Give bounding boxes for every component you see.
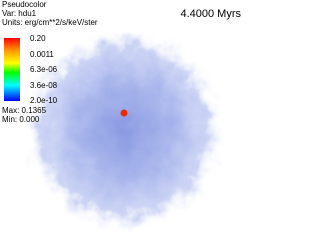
legend-min: Min: 0.000 [2, 115, 40, 124]
time-label: 4.4000 Myrs [180, 8, 241, 20]
legend-max: Max: 0.1365 [2, 106, 47, 115]
colorbar-label: 0.20 [30, 34, 46, 43]
colorbar-label: 3.6e-08 [30, 81, 58, 90]
legend-variable: Var: hdu1 [2, 9, 37, 18]
visualization: Pseudocolor Var: hdu1 Units: erg/cm**2/s… [2, 0, 242, 232]
cloud-body [25, 28, 225, 232]
hot-spot-core [122, 111, 126, 115]
colorbar-label: 6.3e-06 [30, 65, 58, 74]
colorbar [4, 38, 20, 101]
legend-title: Pseudocolor [2, 0, 47, 9]
page: {"legend": {"title": "Pseudocolor", "var… [2, 0, 242, 232]
colorbar-label: 2.0e-10 [30, 96, 58, 105]
colorbar-label: 0.0011 [30, 50, 54, 59]
cloud [25, 28, 225, 232]
legend-units: Units: erg/cm**2/s/keV/ster [2, 18, 98, 27]
